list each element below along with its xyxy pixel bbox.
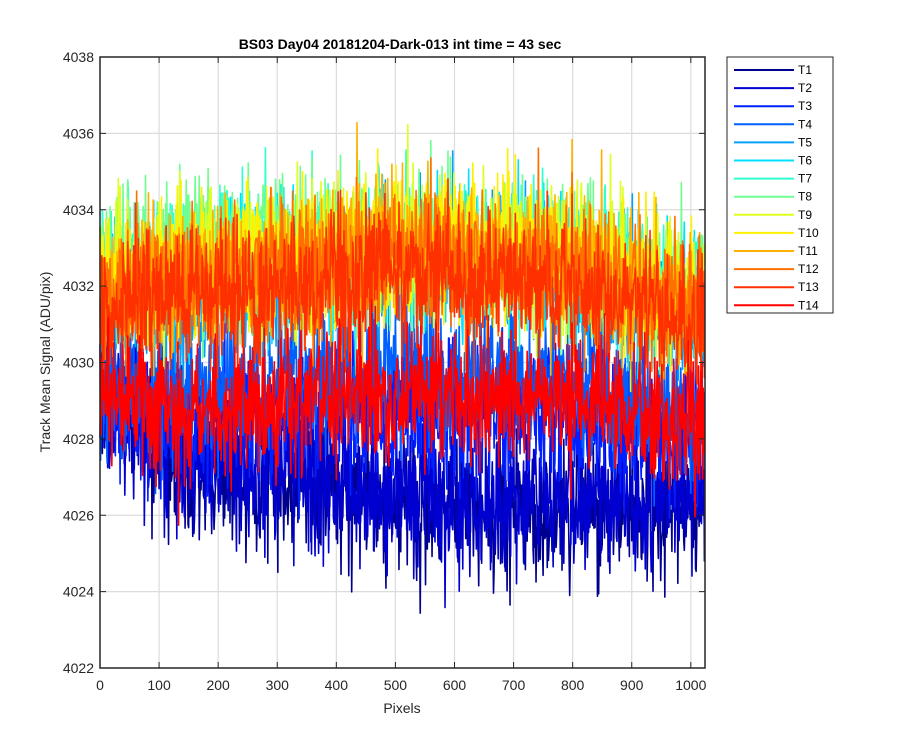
legend-label: T2 xyxy=(798,81,812,95)
legend-box xyxy=(726,56,834,314)
y-tick-label: 4026 xyxy=(63,507,94,523)
x-axis-label: Pixels xyxy=(383,700,420,716)
legend-label: T8 xyxy=(798,190,812,204)
y-tick-label: 4022 xyxy=(63,660,94,676)
legend-label: T7 xyxy=(798,172,812,186)
legend-label: T11 xyxy=(798,244,818,258)
legend-item-t4[interactable]: T4 xyxy=(734,117,812,131)
x-tick-label: 100 xyxy=(147,677,171,693)
legend-item-t9[interactable]: T9 xyxy=(734,208,812,222)
legend-item-t5[interactable]: T5 xyxy=(734,135,812,149)
series-line-t14 xyxy=(99,299,706,526)
legend-item-t8[interactable]: T8 xyxy=(734,190,812,204)
legend-item-t3[interactable]: T3 xyxy=(734,99,812,113)
y-tick-label: 4034 xyxy=(63,202,94,218)
legend-label: T6 xyxy=(798,154,812,168)
legend-label: T1 xyxy=(798,63,812,77)
legend-items: T1 T2 T3 T4 T5 T6 T7 T8 T9 T10 T11 T12 T13 T14 xyxy=(734,63,819,312)
x-tick-label: 800 xyxy=(561,677,585,693)
axis-ticks: 0 100 200 300 400 500 600 700 800 900 1000 4022 4024… xyxy=(63,49,707,693)
legend-item-t12[interactable]: T12 xyxy=(734,262,819,276)
chart-title: BS03 Day04 20181204-Dark-013 int time = … xyxy=(239,36,562,52)
legend-label: T5 xyxy=(798,135,812,149)
x-tick-label: 0 xyxy=(96,677,104,693)
legend-item-t6[interactable]: T6 xyxy=(734,154,812,168)
legend-item-t13[interactable]: T13 xyxy=(734,280,819,294)
legend-label: T9 xyxy=(798,208,812,222)
y-tick-label: 4036 xyxy=(63,125,94,141)
legend-label: T10 xyxy=(798,226,819,240)
y-tick-label: 4024 xyxy=(63,584,94,600)
legend[interactable]: T1 T2 T3 T4 T5 T6 T7 T8 T9 T10 T11 T12 T13 T14 xyxy=(726,56,834,314)
series-line-t13 xyxy=(99,177,706,436)
y-tick-label: 4038 xyxy=(63,49,94,65)
x-tick-label: 300 xyxy=(266,677,290,693)
y-tick-label: 4028 xyxy=(63,431,94,447)
legend-label: T12 xyxy=(798,262,819,276)
legend-item-t11[interactable]: T11 xyxy=(734,244,818,258)
legend-label: T3 xyxy=(798,99,812,113)
legend-label: T4 xyxy=(798,117,812,131)
legend-item-t7[interactable]: T7 xyxy=(734,172,812,186)
legend-item-t2[interactable]: T2 xyxy=(734,81,812,95)
x-tick-label: 1000 xyxy=(675,677,706,693)
y-tick-label: 4032 xyxy=(63,278,94,294)
y-axis-label: Track Mean Signal (ADU/pix) xyxy=(37,272,53,453)
x-tick-label: 500 xyxy=(384,677,408,693)
x-tick-label: 400 xyxy=(325,677,349,693)
y-tick-label: 4030 xyxy=(63,355,94,371)
x-tick-label: 900 xyxy=(620,677,644,693)
legend-item-t14[interactable]: T14 xyxy=(734,298,819,312)
legend-item-t10[interactable]: T10 xyxy=(734,226,819,240)
legend-label: T14 xyxy=(798,298,819,312)
series-layer xyxy=(99,121,706,614)
series-line-t12 xyxy=(99,147,706,384)
legend-label: T13 xyxy=(798,280,819,294)
x-tick-label: 600 xyxy=(443,677,467,693)
legend-item-t1[interactable]: T1 xyxy=(734,63,812,77)
x-tick-label: 200 xyxy=(206,677,230,693)
x-tick-label: 700 xyxy=(502,677,526,693)
